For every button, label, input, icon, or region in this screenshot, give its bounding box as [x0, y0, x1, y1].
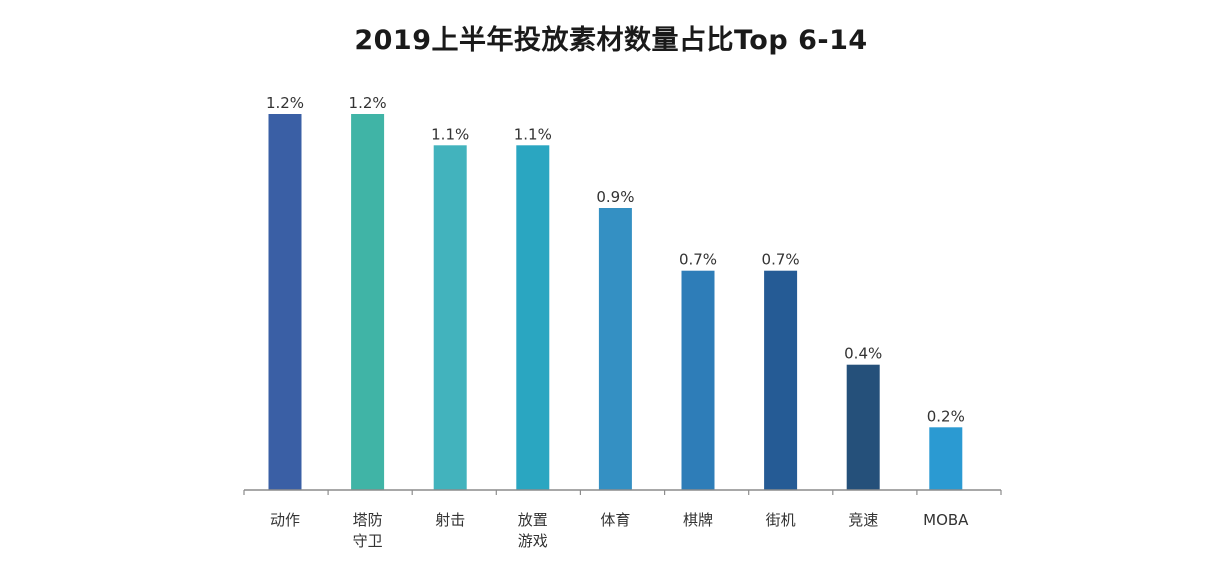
category-label-3: 放置游戏 — [518, 511, 548, 550]
category-label-7: 竞速 — [848, 511, 878, 529]
value-label-0: 1.2% — [266, 94, 304, 112]
category-label-1: 塔防守卫 — [353, 511, 383, 550]
category-label-line: 棋牌 — [683, 511, 713, 529]
bar-8 — [929, 427, 963, 490]
bar-6 — [764, 270, 798, 490]
category-label-5: 棋牌 — [683, 511, 713, 529]
bar-5 — [681, 270, 715, 490]
category-label-line: 动作 — [270, 511, 300, 529]
category-label-2: 射击 — [435, 511, 465, 529]
category-label-line: 游戏 — [518, 532, 548, 550]
category-label-line: 放置 — [518, 511, 548, 529]
value-label-6: 0.7% — [762, 251, 800, 269]
value-label-4: 0.9% — [596, 188, 634, 206]
bar-0 — [268, 114, 302, 490]
bar-7 — [846, 364, 880, 490]
value-label-3: 1.1% — [514, 125, 552, 143]
category-label-line: 竞速 — [848, 511, 878, 529]
bars-layer — [268, 114, 963, 491]
value-label-1: 1.2% — [349, 94, 387, 112]
value-label-5: 0.7% — [679, 251, 717, 269]
category-label-6: 街机 — [766, 511, 796, 529]
bar-1 — [351, 114, 385, 490]
x-axis — [243, 489, 1002, 495]
value-label-2: 1.1% — [431, 125, 469, 143]
category-label-line: 守卫 — [353, 532, 383, 550]
category-label-0: 动作 — [270, 511, 300, 529]
category-label-4: 体育 — [600, 511, 630, 529]
category-label-8: MOBA — [923, 511, 969, 529]
chart-title: 2019上半年投放素材数量占比Top 6-14 — [354, 25, 868, 56]
bar-4 — [598, 208, 632, 490]
labels-layer: 1.2% 1.2% 1.1% 1.1% 0.9% 0.7% 0.7% 0.4% 0.2% 动作 塔防… — [266, 94, 969, 550]
value-label-8: 0.2% — [927, 407, 965, 425]
bar-3 — [516, 145, 550, 491]
value-label-7: 0.4% — [844, 345, 882, 363]
category-label-line: 体育 — [600, 511, 630, 529]
category-label-line: 塔防 — [353, 511, 383, 529]
bar-2 — [433, 145, 467, 491]
category-label-line: 街机 — [766, 511, 796, 529]
category-label-line: 射击 — [435, 511, 465, 529]
category-label-line: MOBA — [923, 511, 969, 529]
